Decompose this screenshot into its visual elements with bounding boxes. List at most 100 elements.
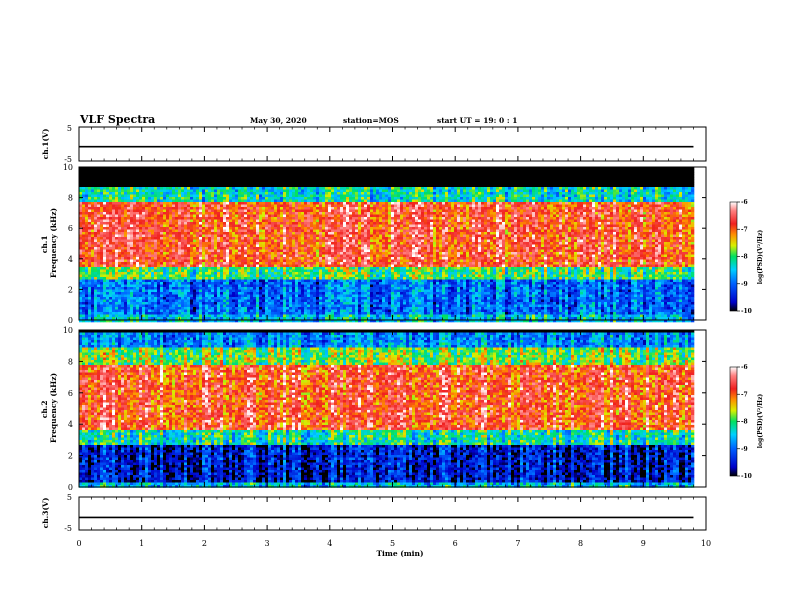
spectrogram-cell bbox=[196, 242, 199, 245]
spectrogram-cell bbox=[235, 180, 238, 183]
spectrogram-cell bbox=[280, 255, 283, 258]
spectrogram-cell bbox=[250, 182, 253, 185]
spectrogram-cell bbox=[136, 227, 139, 230]
spectrogram-cell bbox=[217, 207, 220, 210]
spectrogram-cell bbox=[169, 197, 172, 200]
spectrogram-cell bbox=[151, 185, 154, 188]
spectrogram-cell bbox=[229, 312, 232, 315]
spectrogram-cell bbox=[106, 292, 109, 295]
spectrogram-cell bbox=[199, 175, 202, 178]
spectrogram-cell bbox=[259, 237, 262, 240]
spectrogram-cell bbox=[175, 202, 178, 205]
spectrogram-cell bbox=[193, 192, 196, 195]
spectrogram-cell bbox=[124, 285, 127, 288]
spectrogram-cell bbox=[205, 275, 208, 278]
spectrogram-cell bbox=[175, 295, 178, 298]
spectrogram-cell bbox=[244, 177, 247, 180]
spectrogram-cell bbox=[313, 240, 316, 243]
spectrogram-cell bbox=[127, 247, 130, 250]
spectrogram-cell bbox=[187, 175, 190, 178]
spectrogram-cell bbox=[277, 200, 280, 203]
spectrogram-cell bbox=[100, 280, 103, 283]
spectrogram-cell bbox=[316, 195, 319, 198]
spectrogram-cell bbox=[286, 252, 289, 255]
spectrogram-cell bbox=[262, 280, 265, 283]
spectrogram-cell bbox=[193, 225, 196, 228]
spectrogram-cell bbox=[163, 202, 166, 205]
spectrogram-cell bbox=[148, 275, 151, 278]
spectrogram-cell bbox=[280, 250, 283, 253]
spectrogram-cell bbox=[283, 295, 286, 298]
spectrogram-cell bbox=[316, 202, 319, 205]
spectrogram-cell bbox=[247, 232, 250, 235]
spectrogram-cell bbox=[115, 240, 118, 243]
spectrogram-cell bbox=[292, 215, 295, 218]
spectrogram-cell bbox=[115, 185, 118, 188]
spectrogram-cell bbox=[310, 220, 313, 223]
spectrogram-cell bbox=[190, 252, 193, 255]
spectrogram-cell bbox=[235, 245, 238, 248]
spectrogram-cell bbox=[286, 300, 289, 303]
spectrogram-cell bbox=[313, 252, 316, 255]
spectrogram-cell bbox=[298, 245, 301, 248]
spectrogram-cell bbox=[112, 250, 115, 253]
spectrogram-cell bbox=[190, 237, 193, 240]
spectrogram-cell bbox=[295, 177, 298, 180]
spectrogram-cell bbox=[181, 300, 184, 303]
spectrogram-cell bbox=[295, 265, 298, 268]
spectrogram-cell bbox=[235, 197, 238, 200]
spectrogram-cell bbox=[247, 230, 250, 233]
spectrogram-cell bbox=[205, 262, 208, 265]
spectrogram-cell bbox=[307, 237, 310, 240]
spectrogram-cell bbox=[265, 295, 268, 298]
spectrogram-cell bbox=[298, 272, 301, 275]
spectrogram-cell bbox=[196, 312, 199, 315]
spectrogram-cell bbox=[184, 260, 187, 263]
spectrogram-cell bbox=[124, 265, 127, 268]
spectrogram-cell bbox=[289, 182, 292, 185]
spectrogram-cell bbox=[106, 212, 109, 215]
spectrogram-cell bbox=[262, 215, 265, 218]
spectrogram-cell bbox=[211, 215, 214, 218]
spectrogram-cell bbox=[283, 280, 286, 283]
spectrogram-cell bbox=[205, 295, 208, 298]
spectrogram-cell bbox=[235, 230, 238, 233]
spectrogram-cell bbox=[187, 302, 190, 305]
spectrogram-cell bbox=[166, 187, 169, 190]
spectrogram-cell bbox=[160, 180, 163, 183]
spectrogram-cell bbox=[238, 267, 241, 270]
spectrogram-cell bbox=[151, 232, 154, 235]
spectrogram-cell bbox=[259, 315, 262, 318]
spectrogram-cell bbox=[196, 315, 199, 318]
spectrogram-cell bbox=[319, 205, 322, 208]
spectrogram-cell bbox=[202, 310, 205, 313]
spectrogram-cell bbox=[130, 315, 133, 318]
spectrogram-cell bbox=[199, 180, 202, 183]
spectrogram-cell bbox=[277, 215, 280, 218]
spectrogram-cell bbox=[115, 287, 118, 290]
spectrogram-cell bbox=[295, 237, 298, 240]
spectrogram-cell bbox=[154, 217, 157, 220]
spectrogram-cell bbox=[199, 250, 202, 253]
spectrogram-cell bbox=[109, 245, 112, 248]
spectrogram-cell bbox=[223, 215, 226, 218]
spectrogram-cell bbox=[301, 170, 304, 173]
spectrogram-cell bbox=[280, 232, 283, 235]
spectrogram-cell bbox=[178, 290, 181, 293]
spectrogram-cell bbox=[193, 270, 196, 273]
spectrogram-cell bbox=[313, 197, 316, 200]
spectrogram-cell bbox=[235, 192, 238, 195]
spectrogram-cell bbox=[283, 282, 286, 285]
spectrogram-cell bbox=[247, 180, 250, 183]
spectrogram-cell bbox=[223, 297, 226, 300]
spectrogram-cell bbox=[319, 222, 322, 225]
spectrogram-cell bbox=[247, 295, 250, 298]
spectrogram-cell bbox=[121, 245, 124, 248]
spectrogram-cell bbox=[244, 227, 247, 230]
spectrogram-cell bbox=[253, 297, 256, 300]
spectrogram-cell bbox=[301, 190, 304, 193]
spectrogram-cell bbox=[229, 200, 232, 203]
spectrogram-cell bbox=[292, 270, 295, 273]
spectrogram-cell bbox=[316, 277, 319, 280]
